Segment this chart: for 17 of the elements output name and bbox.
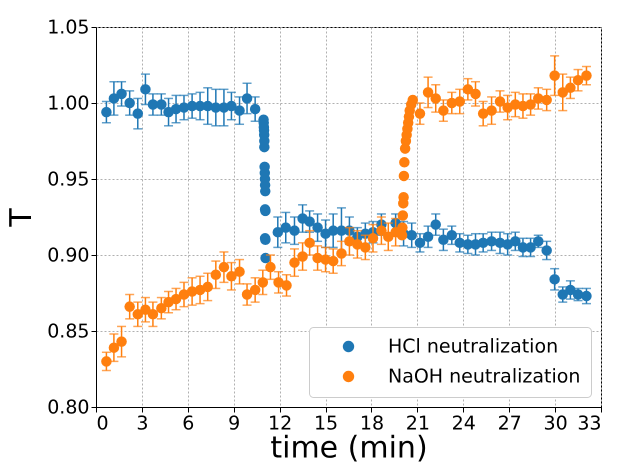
legend-label: HCl neutralization (388, 336, 558, 358)
x-tick-label: 24 (452, 412, 476, 434)
x-tick-label: 27 (498, 412, 522, 434)
y-axis-title: T (4, 208, 40, 228)
x-tick-label: 3 (136, 412, 148, 434)
x-tick-label: 30 (543, 412, 568, 434)
x-tick-label: 0 (96, 412, 109, 434)
y-tick-label: 1.00 (47, 92, 90, 114)
y-tick-label: 0.95 (47, 168, 90, 190)
y-tick-label: 0.85 (47, 320, 90, 342)
y-tick-label: 0.90 (47, 244, 90, 266)
y-tick-label: 0.80 (47, 396, 90, 418)
y-tick-label: 1.05 (47, 16, 90, 38)
x-tick-label: 6 (182, 412, 194, 434)
x-tick-label: 9 (228, 412, 240, 434)
x-tick-label: 33 (577, 412, 602, 434)
legend-label: NaOH neutralization (388, 366, 580, 388)
